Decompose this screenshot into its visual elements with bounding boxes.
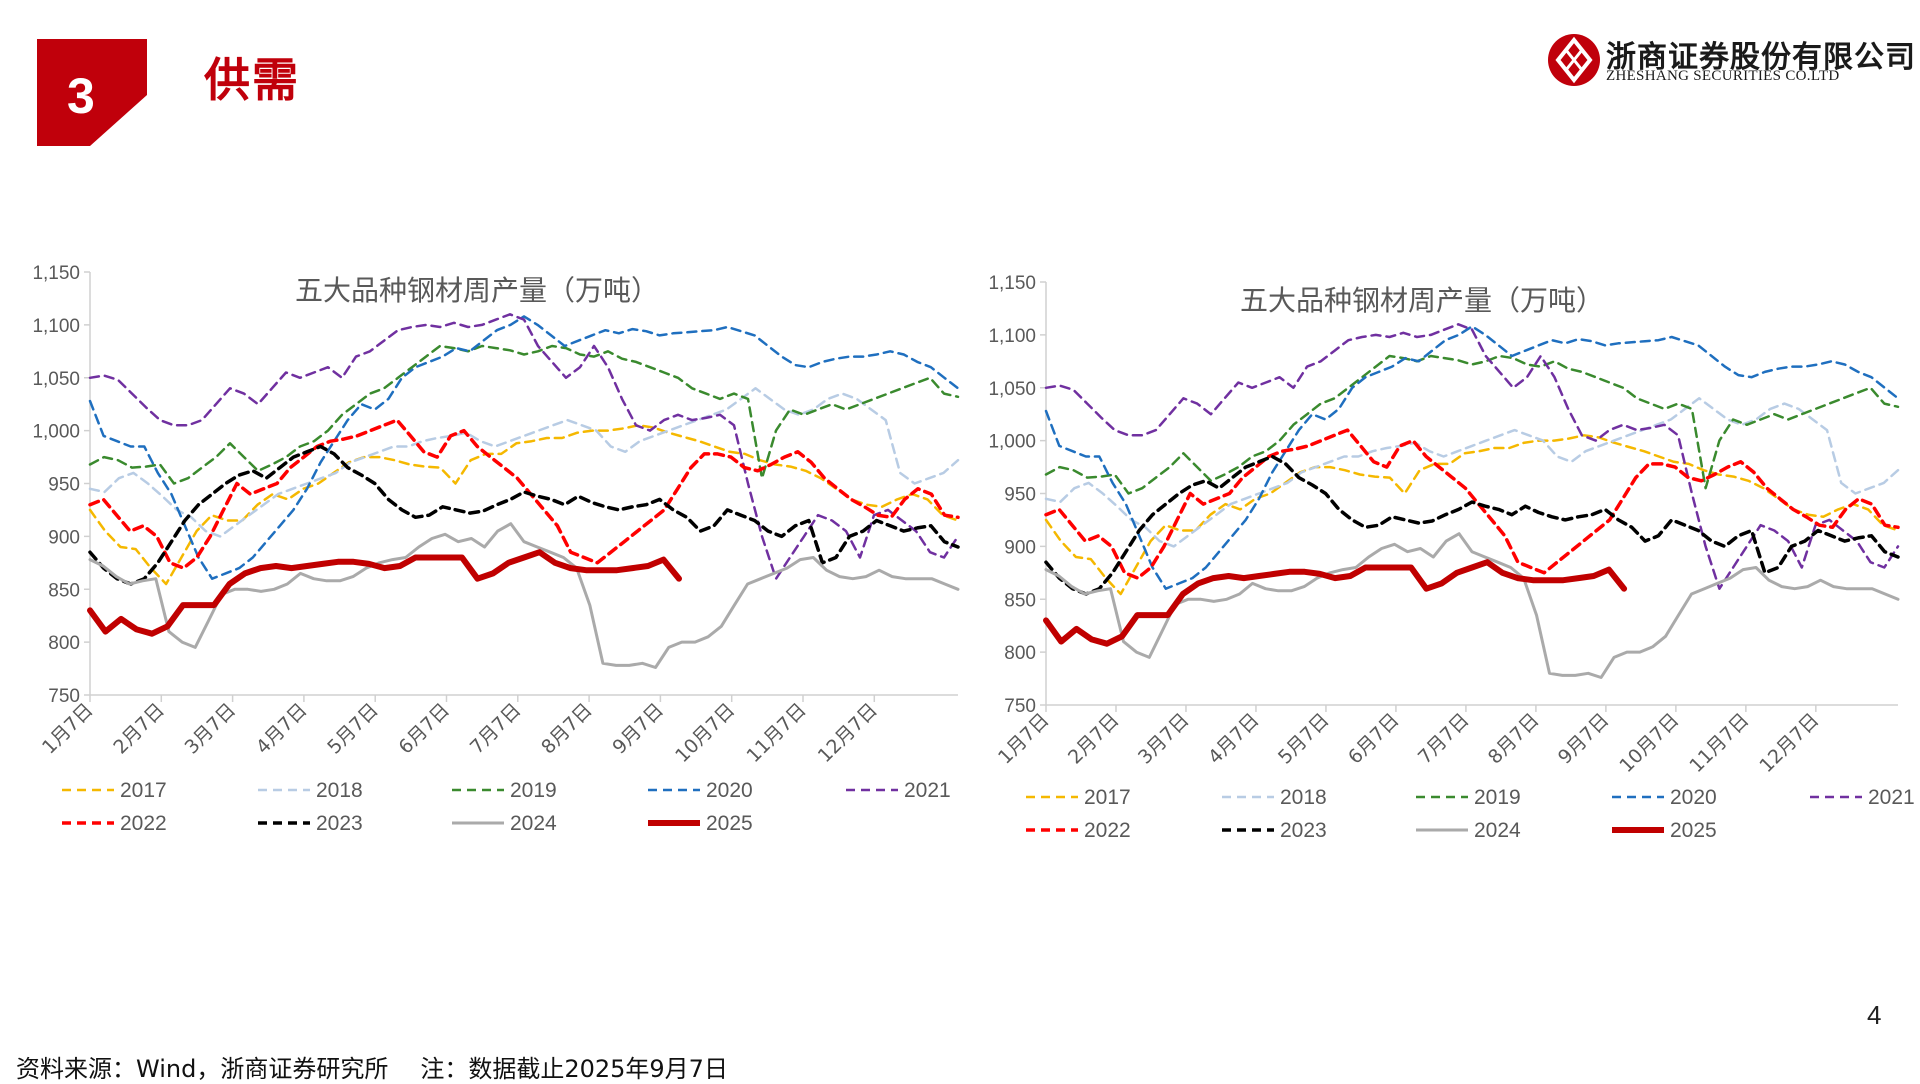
- legend-label-2025: 2025: [706, 812, 753, 835]
- x-tick-label: 7月7日: [1414, 709, 1474, 769]
- x-tick-label: 10月7日: [671, 699, 739, 767]
- y-tick-label: 1,100: [988, 326, 1036, 347]
- legend-label-2018: 2018: [316, 779, 363, 802]
- series-line-2025: [1043, 559, 1628, 647]
- x-tick-label: 5月7日: [323, 699, 383, 759]
- x-tick-label: 12月7日: [814, 699, 882, 767]
- x-tick-label: 4月7日: [1204, 709, 1264, 769]
- x-tick-label: 3月7日: [181, 699, 241, 759]
- y-tick-label: 850: [48, 580, 80, 601]
- series-line-2020: [1044, 325, 1900, 590]
- x-tick-label: 2月7日: [109, 699, 169, 759]
- series-line-2019: [88, 344, 960, 485]
- y-tick-label: 1,050: [32, 369, 80, 390]
- y-tick-label: 1,000: [988, 432, 1036, 453]
- data-cutoff-note: 注：数据截止2025年9月7日: [420, 1055, 728, 1083]
- chart-title: 五大品种钢材周产量（万吨）: [295, 274, 659, 307]
- legend-label-2020: 2020: [1670, 786, 1717, 809]
- x-tick-label: 5月7日: [1274, 709, 1334, 769]
- series-line-2020: [88, 315, 960, 580]
- series-line-2024: [88, 522, 960, 669]
- section-number: 3: [67, 68, 95, 124]
- x-tick-label: 7月7日: [466, 699, 526, 759]
- steel-output-chart-right: 五大品种钢材周产量（万吨） 750 800 850 900 950 1,000 1,050 1,…: [988, 273, 1915, 842]
- y-tick-label: 950: [48, 475, 80, 496]
- series-line-2021: [1044, 323, 1900, 590]
- legend-label-2024: 2024: [1474, 819, 1521, 842]
- y-tick-label: 1,150: [32, 263, 80, 284]
- series-line-2022: [88, 418, 960, 570]
- y-tick-label: 750: [1004, 696, 1036, 717]
- y-tick-label: 900: [1004, 537, 1036, 558]
- x-tick-label: 6月7日: [1344, 709, 1404, 769]
- legend-label-2019: 2019: [510, 779, 557, 802]
- y-tick-label: 850: [1004, 590, 1036, 611]
- series-line-2024: [1044, 532, 1900, 679]
- y-tick-label: 800: [48, 633, 80, 654]
- x-tick-label: 9月7日: [608, 699, 668, 759]
- y-tick-label: 1,000: [32, 422, 80, 443]
- x-tick-label: 1月7日: [994, 709, 1054, 769]
- legend-label-2021: 2021: [904, 779, 951, 802]
- x-tick-label: 9月7日: [1554, 709, 1614, 769]
- section-title: 供需: [204, 53, 300, 107]
- page-number: 4: [1867, 1000, 1882, 1030]
- series-line-2018: [1044, 397, 1900, 548]
- steel-output-chart-left: 五大品种钢材周产量（万吨） 750 800 850 900 950 1,000 1,050 1,…: [32, 263, 960, 835]
- legend-label-2022: 2022: [1084, 819, 1131, 842]
- x-tick-label: 2月7日: [1064, 709, 1124, 769]
- x-tick-label: 8月7日: [537, 699, 597, 759]
- x-tick-label: 10月7日: [1615, 709, 1683, 777]
- logo-name-cn: 浙商证券股份有限公司: [1606, 40, 1916, 75]
- series-line-2017: [88, 424, 960, 586]
- x-tick-label: 1月7日: [38, 699, 98, 759]
- legend-label-2023: 2023: [316, 812, 363, 835]
- x-tick-label: 6月7日: [395, 699, 455, 759]
- source-note: 资料来源：Wind，浙商证券研究所 注：数据截止2025年9月7日: [16, 1049, 760, 1084]
- x-tick-label: 11月7日: [1685, 709, 1753, 777]
- y-tick-label: 900: [48, 527, 80, 548]
- logo-name-en: ZHESHANG SECURITIES CO.LTD: [1606, 68, 1840, 84]
- y-tick-label: 950: [1004, 485, 1036, 506]
- y-tick-label: 750: [48, 686, 80, 707]
- series-line-2025: [87, 549, 682, 637]
- x-tick-label: 11月7日: [742, 699, 810, 767]
- legend-label-2024: 2024: [510, 812, 557, 835]
- x-tick-label: 8月7日: [1484, 709, 1544, 769]
- data-source: 资料来源：Wind，浙商证券研究所: [16, 1055, 389, 1083]
- y-tick-label: 1,050: [988, 379, 1036, 400]
- legend-label-2025: 2025: [1670, 819, 1717, 842]
- series-line-2023: [1044, 454, 1900, 596]
- legend-label-2019: 2019: [1474, 786, 1521, 809]
- y-tick-label: 1,150: [988, 273, 1036, 294]
- y-tick-label: 800: [1004, 643, 1036, 664]
- legend-label-2023: 2023: [1280, 819, 1327, 842]
- section-number-badge: 3: [37, 39, 147, 146]
- legend-label-2022: 2022: [120, 812, 167, 835]
- series-line-2023: [88, 444, 960, 586]
- legend-label-2021: 2021: [1868, 786, 1915, 809]
- x-tick-label: 4月7日: [252, 699, 312, 759]
- series-line-2021: [88, 313, 960, 580]
- series-line-2019: [1044, 354, 1900, 495]
- x-tick-label: 3月7日: [1134, 709, 1194, 769]
- series-line-2022: [1044, 428, 1900, 580]
- legend-label-2017: 2017: [1084, 786, 1131, 809]
- zheshang-logo-icon: [1548, 34, 1600, 86]
- legend-label-2018: 2018: [1280, 786, 1327, 809]
- company-logo: 浙商证券股份有限公司 ZHESHANG SECURITIES CO.LTD: [1546, 28, 1915, 92]
- x-tick-label: 12月7日: [1755, 709, 1823, 777]
- y-tick-label: 1,100: [32, 316, 80, 337]
- chart-title: 五大品种钢材周产量（万吨）: [1240, 284, 1604, 317]
- legend-label-2017: 2017: [120, 779, 167, 802]
- legend-label-2020: 2020: [706, 779, 753, 802]
- series-line-2017: [1044, 434, 1900, 596]
